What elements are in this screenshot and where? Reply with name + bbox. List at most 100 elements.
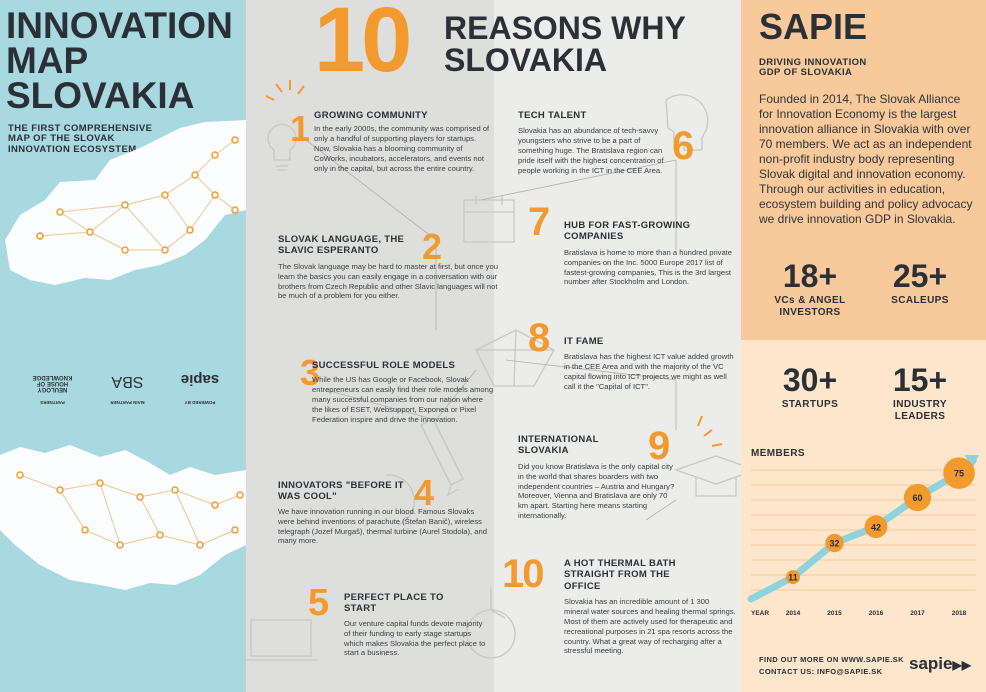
reason-3-number: 3 <box>300 352 321 393</box>
reason-5-text: Our venture capital funds devote majorit… <box>344 618 486 658</box>
sapie-description: Founded in 2014, The Slovak Alliance for… <box>759 92 973 226</box>
reason-7: HUB FOR FAST-GROWING COMPANIES Bratislav… <box>564 220 736 287</box>
website-link[interactable]: FIND OUT MORE ON WWW.SAPIE.SK <box>759 655 904 664</box>
head-gear-icon <box>665 94 709 151</box>
sapie-footer-logo-text: sapie <box>909 654 953 673</box>
x-tick-label: 2016 <box>869 610 884 617</box>
data-label: 11 <box>788 573 798 583</box>
data-point <box>825 533 844 553</box>
partners-strip: POWERED BY sapie MAIN PARTNER SBA PARTNE… <box>20 350 230 405</box>
reason-2-title: SLOVAK LANGUAGE, THE SLAVIC ESPERANTO <box>278 234 405 257</box>
reason-4-number: 4 <box>414 472 435 513</box>
members-chart: 11 32 42 60 75 YEAR 2014 2015 2016 2017 2018 <box>747 455 980 617</box>
left-subtitle-line-2: MAP OF THE SLOVAK <box>8 133 115 145</box>
left-subtitle-line-1: THE FIRST COMPREHENSIVE <box>8 123 153 134</box>
data-point <box>943 457 975 489</box>
reason-10: A HOT THERMAL BATH STRAIGHT FROM THE OFF… <box>564 558 736 656</box>
stat-scaleups-value: 25+ <box>892 258 948 294</box>
x-tick-label: 2017 <box>910 610 925 617</box>
reason-10-title: A HOT THERMAL BATH STRAIGHT FROM THE OFF… <box>564 558 676 592</box>
reason-1: GROWING COMMUNITY In the early 2000s, th… <box>314 110 490 174</box>
stat-scaleups-label: SCALEUPS <box>891 295 949 306</box>
reason-8-number: 8 <box>528 316 551 360</box>
reason-7-title: HUB FOR FAST-GROWING COMPANIES <box>564 220 691 243</box>
right-top-section <box>741 0 986 340</box>
left-panel: INNOVATION MAP SLOVAKIA THE FIRST COMPRE… <box>0 0 246 692</box>
reason-9-text: Did you know Bratislava is the only capi… <box>518 461 675 521</box>
graduation-cap-icon <box>674 455 741 497</box>
left-title-line-1: INNOVATION <box>6 5 233 46</box>
x-tick-label: 2015 <box>827 610 842 617</box>
reason-1-text: In the early 2000s, the community was co… <box>314 124 490 173</box>
reason-5-number: 5 <box>308 582 330 624</box>
middle-title: REASONS WHY SLOVAKIA <box>444 12 686 76</box>
left-title-line-3: SLOVAKIA <box>6 75 195 117</box>
reason-3-title: SUCCESSFUL ROLE MODELS <box>312 360 456 371</box>
burst-icon <box>265 80 723 447</box>
data-point <box>903 483 932 512</box>
reason-6: TECH TALENT Slovakia has an abundance of… <box>518 110 676 176</box>
stat-vcs: 18+ VCs & ANGEL INVESTORS <box>755 260 865 319</box>
stat-startups: 30+ STARTUPS <box>755 364 865 411</box>
stat-industry-leaders-label: INDUSTRY LEADERS <box>893 399 947 422</box>
reason-3-text: While the US has Google or Facebook, Slo… <box>312 375 494 424</box>
reason-5: PERFECT PLACE TO START Our venture capit… <box>344 592 490 658</box>
middle-left-shade <box>246 0 494 692</box>
calendar-icon <box>463 195 515 243</box>
sapie-footer-logo: sapie▶▶ <box>909 654 971 674</box>
stat-industry-leaders: 15+ INDUSTRY LEADERS <box>865 364 975 423</box>
slovakia-map-upper <box>5 120 246 285</box>
powered-by-logo: sapie <box>180 371 220 388</box>
reason-4: INNOVATORS "BEFORE IT WAS COOL" We have … <box>278 480 492 546</box>
reason-6-text: Slovakia has an abundance of tech-savvy … <box>518 126 664 175</box>
pencil-icon <box>420 418 464 497</box>
reason-3: SUCCESSFUL ROLE MODELS While the US has … <box>312 360 494 425</box>
main-partner-block: MAIN PARTNER SBA <box>95 372 160 405</box>
main-partner-label: MAIN PARTNER <box>110 400 145 405</box>
reason-4-title: INNOVATORS "BEFORE IT WAS COOL" <box>278 480 404 503</box>
reason-2: SLOVAK LANGUAGE, THE SLAVIC ESPERANTO Th… <box>278 234 498 301</box>
arrow-head-icon <box>964 455 980 468</box>
reason-9-number: 9 <box>648 424 671 468</box>
reason-10-number: 10 <box>502 552 544 596</box>
reason-9: INTERNATIONAL SLOVAKIA Did you know Brat… <box>518 434 678 521</box>
reason-10-text: Slovakia has an incredible amount of 1 3… <box>564 597 736 656</box>
signpost-icon <box>385 474 415 526</box>
stat-startups-value: 30+ <box>782 362 838 398</box>
sapie-subtitle-line-2: GDP OF SLOVAKIA <box>759 67 853 79</box>
reason-7-number: 7 <box>528 200 551 244</box>
middle-title-line-1: REASONS WHY <box>444 10 686 46</box>
clock-icon <box>466 588 516 659</box>
data-label: 32 <box>829 539 839 549</box>
network-icon <box>475 329 555 387</box>
partners-label: PARTNERS <box>40 400 65 405</box>
reason-4-text: We have innovation running in our blood.… <box>278 506 487 546</box>
middle-panel: 10 REASONS WHY SLOVAKIA 1 GROWING COMMUN… <box>246 0 741 692</box>
stat-startups-label: STARTUPS <box>781 399 839 410</box>
data-label: 42 <box>871 522 881 532</box>
reason-8-title: IT FAME <box>564 336 604 347</box>
reason-2-text: The Slovak language may be hard to maste… <box>278 261 498 301</box>
left-subtitle: THE FIRST COMPREHENSIVE MAP OF THE SLOVA… <box>8 123 153 155</box>
data-point <box>864 515 888 539</box>
data-label: 75 <box>954 469 964 479</box>
title-number: 10 <box>314 0 412 91</box>
reason-1-number: 1 <box>290 108 311 149</box>
data-label: 60 <box>912 493 922 503</box>
x-tick-label: 2018 <box>952 610 967 617</box>
email-link[interactable]: CONTACT US: INFO@SAPIE.SK <box>759 667 883 676</box>
reason-1-title: GROWING COMMUNITY <box>314 110 428 121</box>
reason-7-text: Bratislava is home to more than a hundre… <box>564 247 732 287</box>
lightbulb-icon <box>267 123 297 171</box>
contact-block: FIND OUT MORE ON WWW.SAPIE.SK CONTACT US… <box>759 654 904 678</box>
data-point <box>786 570 800 585</box>
powered-by-label: POWERED BY <box>184 400 216 405</box>
partner-logo-neulogy: NEULOGY <box>37 386 68 392</box>
reason-2-number: 2 <box>422 226 443 267</box>
main-partner-logo: SBA <box>111 373 144 390</box>
sapie-title: SAPIE <box>759 6 868 47</box>
reason-6-number: 6 <box>672 124 695 168</box>
partner-logo-house-of: HOUSE OF <box>36 380 69 386</box>
reason-9-title: INTERNATIONAL SLOVAKIA <box>518 434 599 457</box>
reason-6-title: TECH TALENT <box>518 110 587 121</box>
